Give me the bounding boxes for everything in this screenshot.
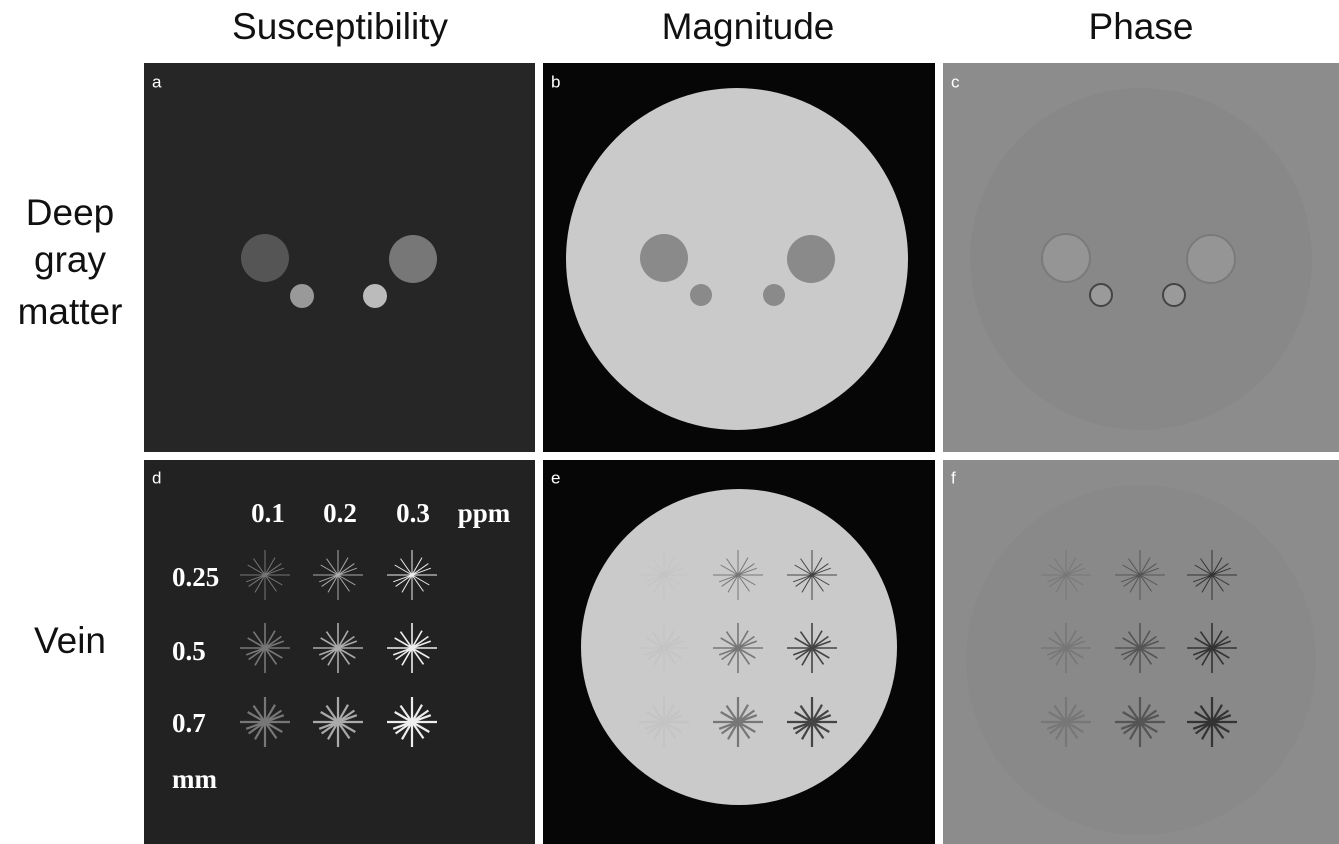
region <box>690 284 712 306</box>
region <box>290 284 314 308</box>
region <box>1042 234 1090 282</box>
region <box>1090 284 1112 306</box>
column-title: Phase <box>1089 6 1194 47</box>
phantom <box>970 88 1312 430</box>
panel-letter: f <box>951 468 956 487</box>
region <box>1163 284 1185 306</box>
region <box>787 235 835 283</box>
region <box>389 235 437 283</box>
panel-letter: c <box>951 72 960 91</box>
row-label: Vein <box>34 620 106 661</box>
region <box>763 284 785 306</box>
panel-letter: e <box>551 468 560 487</box>
susceptibility-label: 0.1 <box>251 498 285 528</box>
diameter-label: 0.5 <box>172 636 206 666</box>
susceptibility-label: 0.3 <box>396 498 430 528</box>
panel-letter: b <box>551 72 560 91</box>
panel-a <box>144 63 535 452</box>
row-label: gray <box>34 239 106 280</box>
unit-label: mm <box>172 764 217 794</box>
susceptibility-label: 0.2 <box>323 498 357 528</box>
phantom <box>966 485 1316 835</box>
region <box>241 234 289 282</box>
diameter-label: 0.25 <box>172 562 219 592</box>
phantom <box>566 88 908 430</box>
diameter-label: 0.7 <box>172 708 206 738</box>
region <box>1187 235 1235 283</box>
row-label: matter <box>18 291 123 332</box>
column-title: Susceptibility <box>232 6 448 47</box>
panel-letter: d <box>152 468 161 487</box>
row-label: Deep <box>26 192 114 233</box>
unit-label: ppm <box>458 498 511 528</box>
column-title: Magnitude <box>662 6 835 47</box>
figure: Susceptibility Magnitude Phase Deep gray… <box>0 0 1339 844</box>
region <box>640 234 688 282</box>
region <box>363 284 387 308</box>
panel-letter: a <box>152 72 162 91</box>
